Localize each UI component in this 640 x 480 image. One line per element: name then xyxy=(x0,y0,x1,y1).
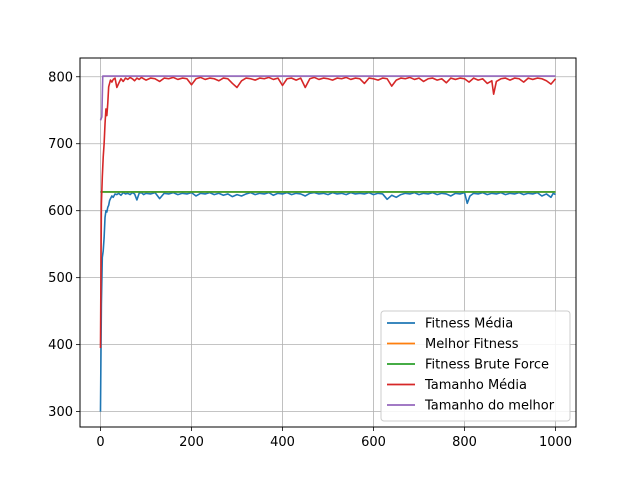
x-tick-label: 800 xyxy=(452,435,477,450)
x-tick-label: 400 xyxy=(270,435,295,450)
legend: Fitness Média Melhor Fitness Fitness Brute… xyxy=(380,310,571,422)
legend-label: Tamanho Média xyxy=(424,378,527,393)
legend-box xyxy=(380,310,571,422)
y-tick-label: 600 xyxy=(48,204,73,219)
legend-label: Melhor Fitness xyxy=(425,337,519,352)
series-line-4 xyxy=(99,76,557,348)
series-lines xyxy=(99,75,557,412)
plot-frame xyxy=(79,57,577,428)
x-tick-label: 0 xyxy=(96,435,104,450)
x-tick-label: 1000 xyxy=(539,435,572,450)
legend-label: Tamanho do melhor xyxy=(424,399,555,414)
series-line-1 xyxy=(99,191,556,412)
y-tick-label: 400 xyxy=(48,338,73,353)
y-tick-label: 500 xyxy=(48,271,73,286)
legend-label: Fitness Média xyxy=(425,317,513,332)
y-tick-label: 700 xyxy=(48,137,73,152)
y-tick-label: 800 xyxy=(48,70,73,85)
series-line-5 xyxy=(99,75,556,121)
y-axis: 300 400 500 600 700 800 xyxy=(48,70,80,420)
y-tick-label: 300 xyxy=(48,405,73,420)
legend-label: Fitness Brute Force xyxy=(425,358,549,373)
x-tick-label: 200 xyxy=(179,435,204,450)
x-axis: 0 200 400 600 800 1000 xyxy=(96,427,572,450)
x-tick-label: 600 xyxy=(361,435,386,450)
